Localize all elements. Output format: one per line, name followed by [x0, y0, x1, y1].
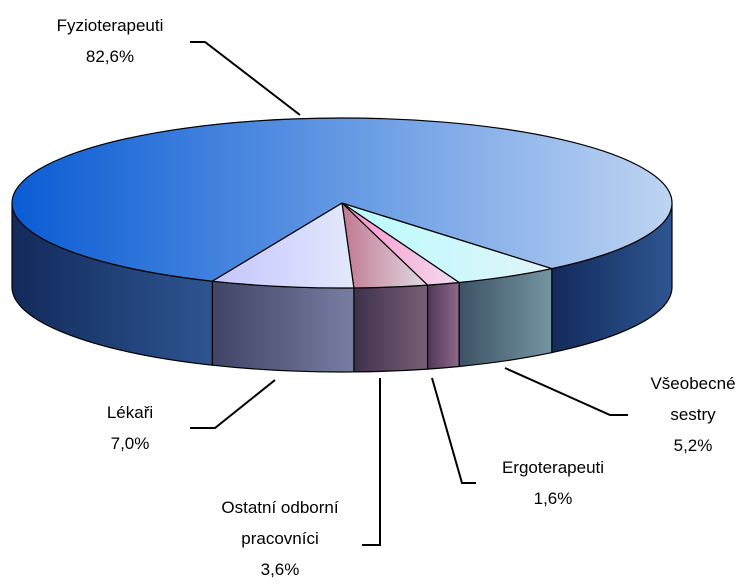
category-label: Všeobecné sestry: [650, 374, 736, 424]
slice: [210, 202, 355, 289]
slice: [11, 117, 673, 282]
category-label: Lékaři: [106, 403, 154, 422]
leader-line: [504, 367, 628, 416]
slice-label: Ostatní odborní pracovníci 3,6%: [200, 492, 360, 585]
category-label: Ostatní odborní pracovníci: [221, 498, 339, 548]
slice-label: Všeobecné sestry 5,2%: [648, 368, 738, 461]
leader-line: [362, 378, 381, 546]
slice-side: [426, 281, 460, 370]
value-label: 7,0%: [110, 434, 150, 453]
category-label: Fyzioterapeuti: [56, 16, 164, 35]
slice-side: [353, 284, 429, 373]
leader-line: [190, 379, 276, 429]
slice-label: Lékaři 7,0%: [60, 397, 200, 459]
category-label: Ergoterapeuti: [501, 458, 605, 477]
value-label: 82,6%: [85, 47, 135, 66]
slice-side: [458, 267, 553, 368]
slice-label: Fyzioterapeuti 82,6%: [30, 10, 190, 72]
value-label: 3,6%: [260, 560, 300, 579]
value-label: 5,2%: [673, 436, 713, 455]
leader-line: [190, 41, 301, 116]
slice-side: [211, 280, 355, 373]
value-label: 1,6%: [533, 489, 573, 508]
slice-label: Ergoterapeuti 1,6%: [483, 452, 623, 514]
leader-line: [431, 377, 476, 484]
